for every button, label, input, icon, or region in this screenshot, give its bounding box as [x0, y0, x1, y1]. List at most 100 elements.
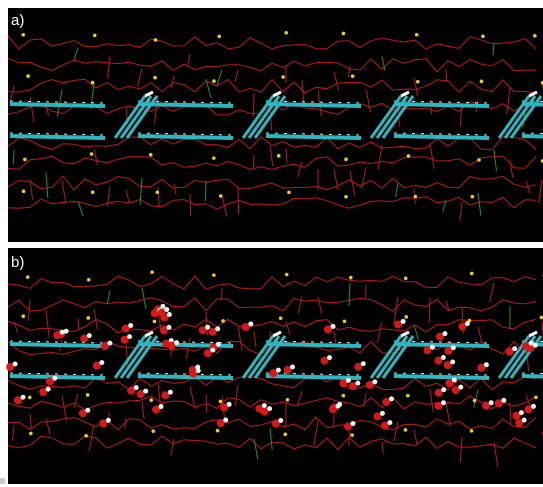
ion — [154, 38, 158, 42]
ion — [93, 34, 97, 38]
panel — [6, 248, 543, 484]
ion — [350, 433, 354, 437]
ion — [219, 400, 223, 404]
water-h — [401, 319, 406, 324]
ion — [473, 399, 477, 403]
water-h — [372, 379, 377, 384]
molecule — [10, 104, 105, 106]
panel-label: a) — [11, 12, 24, 29]
ion — [470, 272, 474, 276]
ion — [480, 80, 484, 84]
ion — [23, 158, 27, 162]
water-h — [227, 402, 232, 407]
water-h — [174, 340, 179, 345]
water-h — [216, 342, 221, 347]
water-h — [290, 365, 295, 370]
framework-bond — [253, 94, 254, 118]
ion — [285, 273, 289, 277]
water-h — [361, 361, 366, 366]
water-h — [276, 368, 281, 373]
ion — [277, 154, 281, 158]
ion — [405, 315, 409, 319]
ion — [404, 276, 408, 280]
ion — [351, 74, 355, 78]
molecule — [10, 376, 105, 378]
ion — [26, 74, 30, 78]
ion — [287, 190, 291, 194]
water-h — [430, 345, 435, 350]
ion — [481, 35, 485, 39]
ion — [212, 156, 216, 160]
framework-bond — [190, 194, 191, 216]
water-h — [489, 400, 494, 405]
water-h — [452, 378, 457, 383]
water-h — [128, 323, 133, 328]
water-h — [442, 331, 447, 336]
ion — [406, 394, 410, 398]
water-h — [330, 324, 335, 329]
ion — [90, 152, 94, 156]
water-h — [512, 346, 517, 351]
molecule — [266, 136, 361, 138]
ion — [87, 278, 91, 282]
corner-mark — [0, 478, 5, 484]
water-h — [389, 396, 394, 401]
molecule — [266, 376, 361, 378]
ion — [540, 316, 543, 320]
ion — [21, 33, 25, 37]
ion — [477, 158, 481, 162]
framework-bond — [253, 155, 254, 169]
ion — [344, 195, 348, 199]
molecule — [10, 136, 105, 138]
ion — [86, 316, 90, 320]
water-h — [501, 398, 506, 403]
ion — [22, 189, 26, 193]
ion — [149, 398, 153, 402]
ion — [343, 319, 347, 323]
water-h — [248, 321, 253, 326]
figure: a) b) — [0, 0, 543, 487]
water-h — [60, 330, 65, 335]
water-h — [346, 378, 351, 383]
ion — [155, 190, 159, 194]
ion — [149, 153, 153, 157]
water-h — [533, 343, 538, 348]
ion — [407, 154, 411, 158]
water-h — [484, 362, 489, 367]
framework-bond — [13, 150, 14, 164]
ion — [284, 31, 288, 35]
water-h — [107, 341, 112, 346]
ion — [28, 396, 32, 400]
ion — [212, 273, 216, 277]
water-h — [336, 404, 341, 409]
water-h — [350, 421, 355, 426]
water-h — [522, 418, 527, 423]
ion — [21, 314, 25, 318]
water-h — [441, 387, 446, 392]
ion — [153, 76, 157, 80]
ion — [471, 195, 475, 199]
ion — [29, 432, 33, 436]
molecule — [10, 344, 105, 346]
water-h — [531, 404, 536, 409]
water-h — [441, 400, 446, 405]
water-h — [450, 359, 455, 364]
ion — [153, 320, 157, 324]
ion — [91, 190, 95, 194]
water-h — [529, 341, 534, 346]
ion — [279, 316, 283, 320]
panel-background — [8, 8, 543, 242]
water-h — [106, 418, 111, 423]
water-h — [441, 355, 446, 360]
ion — [415, 33, 419, 37]
ion — [26, 275, 30, 279]
water-h — [387, 420, 392, 425]
water-h — [46, 387, 51, 392]
water-h — [166, 325, 171, 330]
molecule — [522, 376, 543, 378]
molecule — [138, 376, 233, 378]
molecule — [394, 376, 489, 378]
water-h — [465, 321, 470, 326]
ion — [283, 433, 287, 437]
molecule — [138, 136, 233, 138]
